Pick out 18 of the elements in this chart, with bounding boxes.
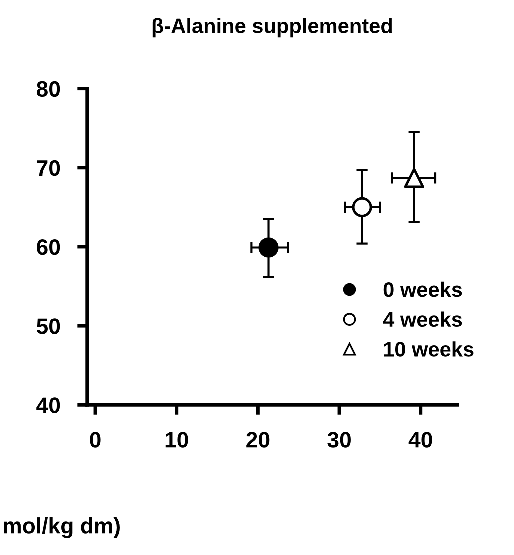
x-tick-label: 0 <box>90 432 101 448</box>
y-tick-label: 40 <box>36 398 60 414</box>
chart-title: β-Alanine supplemented <box>152 18 392 38</box>
x-tick-label: 30 <box>328 432 351 448</box>
y-tick-label: 60 <box>37 240 60 256</box>
point <box>258 238 279 258</box>
legend-label: 4 weeks <box>383 312 462 328</box>
x-tick-label: 40 <box>408 432 432 448</box>
y-tick-label: 80 <box>36 81 60 98</box>
x-tick-label: 20 <box>246 432 270 448</box>
legend-label: 0 weeks <box>384 282 462 298</box>
point <box>352 197 372 218</box>
x-tick-label: 10 <box>166 432 188 448</box>
y-tick-label: 50 <box>36 318 60 334</box>
y-tick-label: 70 <box>37 160 60 176</box>
legend-label: 10 weeks <box>384 342 474 357</box>
x-axis-title: mol/kg dm) <box>4 518 120 538</box>
point <box>404 168 424 188</box>
